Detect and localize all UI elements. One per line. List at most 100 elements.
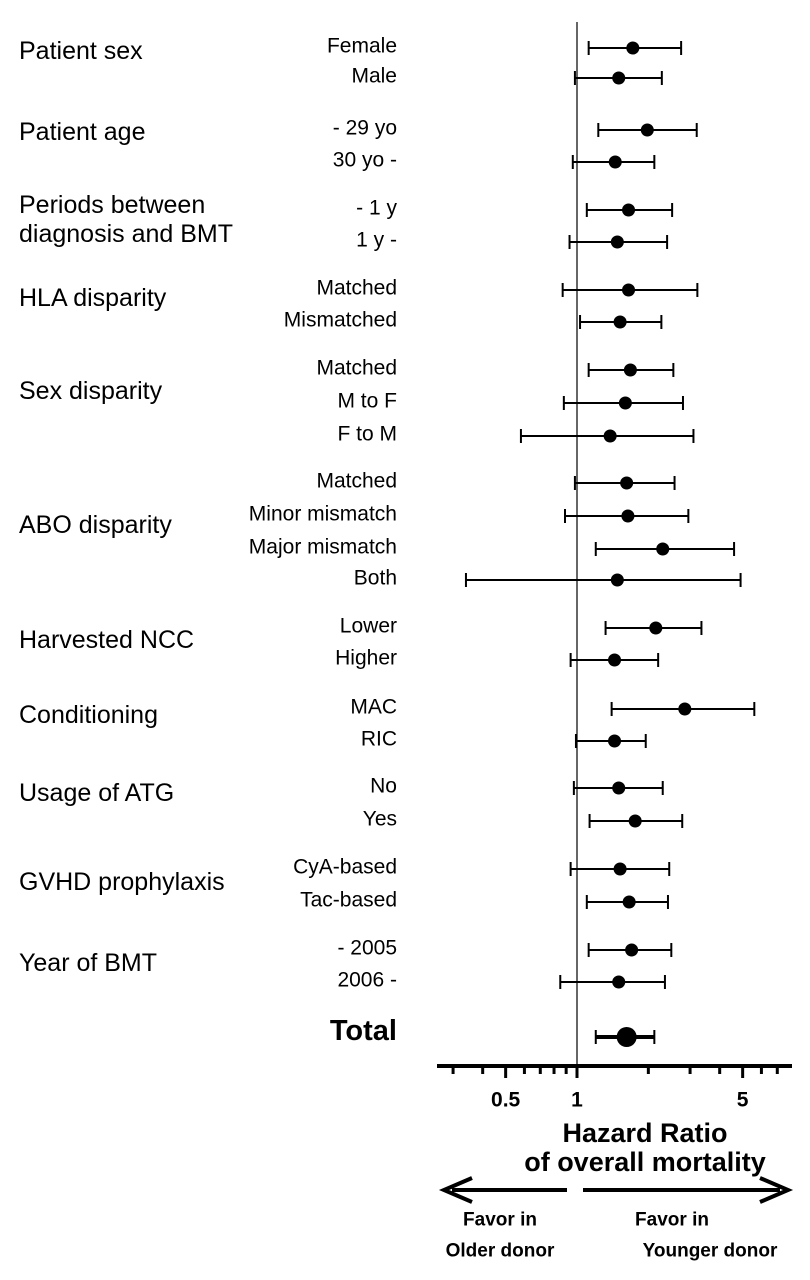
hr-point — [678, 702, 692, 716]
total-ci-row — [594, 1027, 656, 1047]
x-tick-label: 1 — [571, 1089, 583, 1112]
ci-row — [561, 283, 699, 297]
subgroup-label: 2006 - — [337, 969, 397, 992]
group-label: Patient age — [19, 118, 146, 146]
group-label: diagnosis and BMT — [19, 220, 233, 248]
hr-point — [613, 315, 627, 329]
ci-row — [464, 573, 742, 587]
subgroup-label: M to F — [337, 390, 397, 413]
group-label: Sex disparity — [19, 377, 163, 405]
subgroup-label: Higher — [335, 647, 397, 670]
ci-row — [569, 862, 671, 876]
hr-point — [612, 975, 626, 989]
favor-younger-line1: Favor in — [635, 1210, 709, 1231]
ci-row — [597, 123, 698, 137]
x-tick-label: 0.5 — [491, 1089, 521, 1112]
favor-older-line2: Older donor — [446, 1241, 555, 1262]
group-label: Patient sex — [19, 37, 143, 65]
group-label: Periods between — [19, 191, 205, 219]
subgroup-label: - 2005 — [337, 937, 397, 960]
ci-row — [519, 429, 695, 443]
subgroup-label: MAC — [350, 696, 397, 719]
hr-point — [625, 943, 639, 957]
ci-row — [588, 814, 684, 828]
ci-row — [562, 396, 684, 410]
ci-row — [587, 943, 673, 957]
x-tick-label: 5 — [737, 1089, 749, 1112]
ci-row — [610, 702, 756, 716]
hr-point — [608, 653, 622, 667]
ci-row — [604, 621, 703, 635]
ci-row — [585, 895, 669, 909]
subgroup-label: - 1 y — [356, 197, 397, 220]
hr-point — [628, 814, 642, 828]
hr-point — [621, 509, 635, 523]
group-label: HLA disparity — [19, 284, 167, 312]
subgroup-label: Male — [351, 65, 397, 88]
hr-point — [640, 123, 654, 137]
hr-point — [620, 476, 634, 490]
favor-younger-arrowhead — [759, 1176, 794, 1204]
ci-row — [585, 203, 674, 217]
subgroup-label: Matched — [316, 277, 397, 300]
ci-row — [579, 315, 663, 329]
subgroup-label: Both — [354, 567, 397, 590]
total-label: Total — [330, 1015, 397, 1047]
hr-point — [610, 235, 624, 249]
x-axis-title-line2: of overall mortality — [524, 1147, 766, 1177]
ci-row — [568, 235, 669, 249]
subgroup-label: No — [370, 775, 397, 798]
subgroup-label: 30 yo - — [333, 149, 397, 172]
favor-younger-line2: Younger donor — [643, 1241, 778, 1262]
hr-point — [613, 862, 627, 876]
subgroup-label: Matched — [316, 357, 397, 380]
subgroup-label: Matched — [316, 470, 397, 493]
subgroup-label: Minor mismatch — [249, 503, 397, 526]
subgroup-label: RIC — [361, 728, 397, 751]
ci-row — [587, 41, 683, 55]
ci-row — [573, 476, 676, 490]
hr-point — [610, 573, 624, 587]
group-label: Harvested NCC — [19, 626, 194, 654]
ci-row — [574, 734, 647, 748]
hr-point — [623, 363, 637, 377]
group-label: GVHD prophylaxis — [19, 868, 225, 896]
ci-row — [594, 542, 736, 556]
subgroup-label: F to M — [337, 423, 397, 446]
ci-row — [573, 71, 663, 85]
ci-row — [564, 509, 690, 523]
subgroup-label: Female — [327, 35, 397, 58]
hr-point — [612, 781, 626, 795]
hr-point — [622, 283, 636, 297]
group-label: Usage of ATG — [19, 779, 174, 807]
subgroup-label: Mismatched — [284, 309, 397, 332]
ci-row — [572, 781, 664, 795]
ci-row — [571, 155, 656, 169]
hr-point — [626, 41, 640, 55]
x-axis-title-line1: Hazard Ratio — [562, 1118, 727, 1148]
hr-point — [608, 734, 622, 748]
hr-point — [612, 71, 626, 85]
favor-older-line1: Favor in — [463, 1210, 537, 1231]
hr-point — [608, 155, 622, 169]
favor-older-arrowhead — [438, 1176, 473, 1204]
ci-row — [559, 975, 666, 989]
ci-row — [587, 363, 675, 377]
hr-point — [603, 429, 617, 443]
subgroup-label: 1 y - — [356, 229, 397, 252]
ci-row — [569, 653, 660, 667]
group-label: Conditioning — [19, 701, 158, 729]
hr-point — [656, 542, 670, 556]
subgroup-label: Major mismatch — [249, 536, 397, 559]
subgroup-label: Yes — [363, 808, 397, 831]
hr-point — [649, 621, 663, 635]
subgroup-label: Tac-based — [300, 889, 397, 912]
subgroup-label: - 29 yo — [333, 117, 397, 140]
group-label: Year of BMT — [19, 949, 157, 977]
hr-point — [616, 1027, 637, 1047]
group-label: ABO disparity — [19, 511, 172, 539]
hr-point — [618, 396, 632, 410]
subgroup-label: Lower — [340, 615, 397, 638]
subgroup-label: CyA-based — [293, 856, 397, 879]
